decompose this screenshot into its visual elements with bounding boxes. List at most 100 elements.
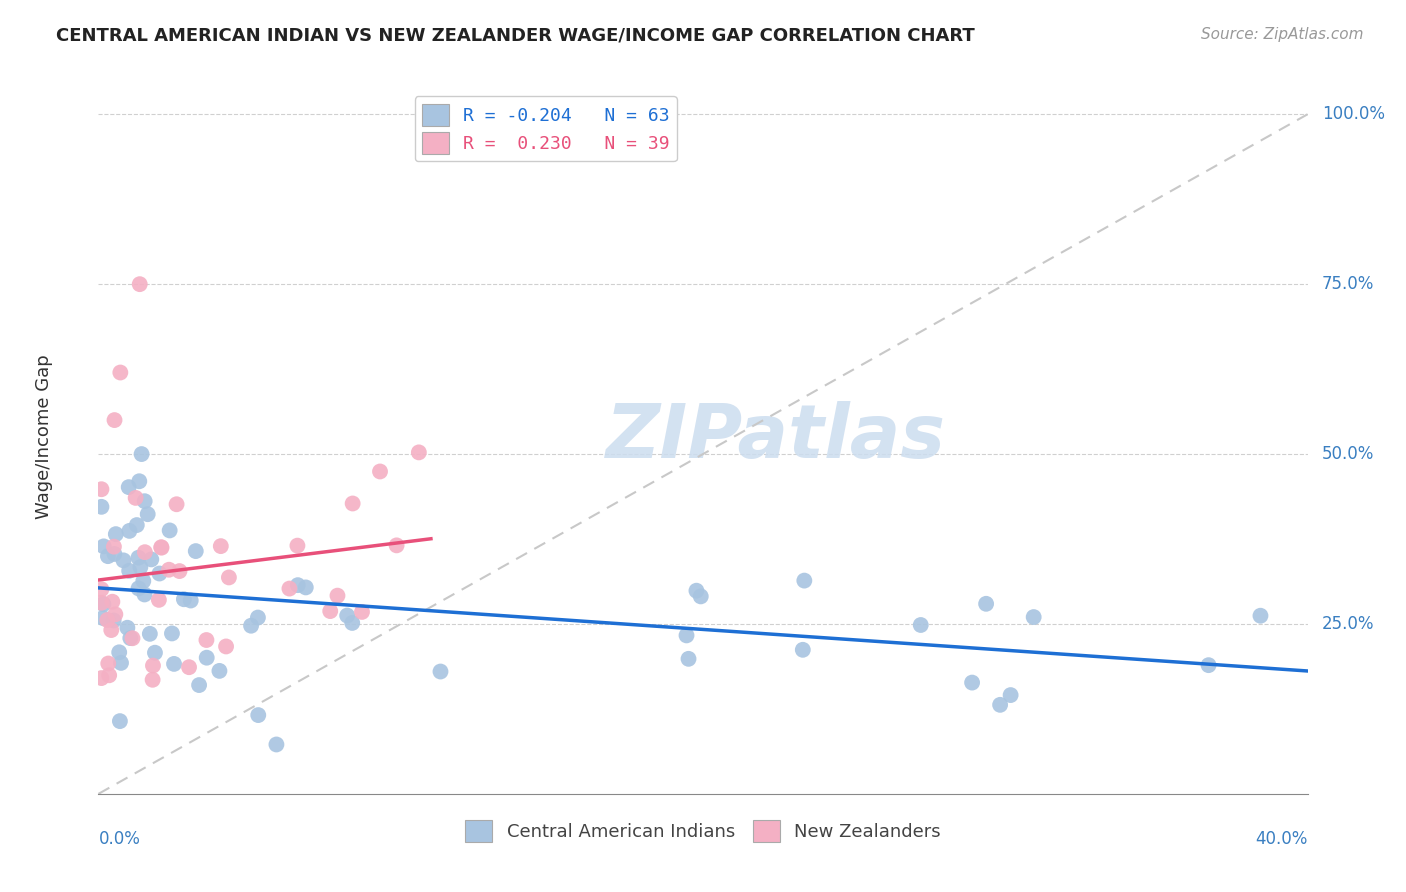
Point [90, 596, 112, 610]
Point [166, 497, 188, 511]
Point [350, 605, 373, 619]
Point [173, 592, 195, 607]
Point [96, 613, 118, 627]
Point [675, 628, 697, 642]
Point [689, 590, 711, 604]
Point [368, 465, 391, 479]
Point [118, 480, 141, 494]
Text: CENTRAL AMERICAN INDIAN VS NEW ZEALANDER WAGE/INCOME GAP CORRELATION CHART: CENTRAL AMERICAN INDIAN VS NEW ZEALANDER… [56, 27, 974, 45]
Point [100, 623, 122, 637]
Point [112, 553, 135, 567]
Point [128, 475, 150, 489]
Point [336, 608, 359, 623]
Point [960, 675, 983, 690]
Point [134, 494, 156, 508]
Point [104, 527, 127, 541]
Point [429, 665, 451, 679]
Text: Source: ZipAtlas.com: Source: ZipAtlas.com [1201, 27, 1364, 42]
Point [342, 615, 364, 630]
Point [117, 621, 139, 635]
Point [121, 632, 143, 646]
Text: 100.0%: 100.0% [1322, 105, 1385, 123]
Point [180, 593, 202, 607]
Point [988, 698, 1011, 712]
Point [142, 658, 165, 673]
Point [97, 657, 120, 671]
Point [215, 640, 238, 654]
Point [136, 507, 159, 521]
Point [108, 645, 131, 659]
Point [124, 491, 146, 505]
Point [793, 574, 815, 588]
Point [104, 607, 127, 622]
Legend: Central American Indians, New Zealanders: Central American Indians, New Zealanders [458, 813, 948, 849]
Point [148, 566, 170, 581]
Point [118, 524, 141, 538]
Point [90, 482, 112, 496]
Text: Wage/Income Gap: Wage/Income Gap [35, 355, 53, 519]
Point [266, 738, 288, 752]
Point [287, 539, 309, 553]
Point [278, 582, 301, 596]
Point [141, 552, 163, 566]
Point [319, 604, 342, 618]
Point [247, 708, 270, 723]
Point [97, 549, 120, 563]
Point [294, 581, 316, 595]
Point [103, 413, 125, 427]
Point [118, 564, 141, 578]
Point [131, 447, 153, 461]
Point [195, 633, 218, 648]
Point [160, 626, 183, 640]
Point [169, 564, 191, 578]
Point [1198, 658, 1220, 673]
Point [93, 597, 115, 611]
Point [98, 668, 121, 682]
Point [240, 618, 263, 632]
Point [208, 664, 231, 678]
Point [110, 656, 132, 670]
Point [148, 592, 170, 607]
Point [120, 631, 142, 645]
Text: 0.0%: 0.0% [98, 830, 141, 847]
Point [974, 597, 997, 611]
Text: 50.0%: 50.0% [1322, 445, 1375, 463]
Point [90, 582, 112, 597]
Point [91, 611, 114, 625]
Point [134, 587, 156, 601]
Point [177, 660, 200, 674]
Point [195, 650, 218, 665]
Point [163, 657, 186, 671]
Point [1249, 608, 1271, 623]
Point [125, 518, 148, 533]
Point [342, 496, 364, 510]
Point [385, 538, 408, 552]
Point [408, 445, 430, 459]
Point [910, 618, 932, 632]
Point [103, 614, 125, 628]
Point [184, 544, 207, 558]
Text: 75.0%: 75.0% [1322, 275, 1375, 293]
Point [685, 583, 707, 598]
Point [1022, 610, 1045, 624]
Point [134, 545, 156, 559]
Point [103, 540, 125, 554]
Point [108, 714, 131, 728]
Point [159, 524, 181, 538]
Text: 40.0%: 40.0% [1256, 830, 1308, 847]
Point [678, 652, 700, 666]
Point [90, 671, 112, 685]
Point [142, 673, 165, 687]
Point [129, 560, 152, 574]
Text: 25.0%: 25.0% [1322, 615, 1375, 633]
Text: ZIPatlas: ZIPatlas [606, 401, 946, 474]
Point [127, 550, 149, 565]
Point [101, 595, 124, 609]
Point [209, 539, 232, 553]
Point [139, 627, 162, 641]
Point [188, 678, 211, 692]
Point [110, 366, 132, 380]
Point [103, 547, 125, 561]
Point [326, 589, 349, 603]
Point [143, 646, 166, 660]
